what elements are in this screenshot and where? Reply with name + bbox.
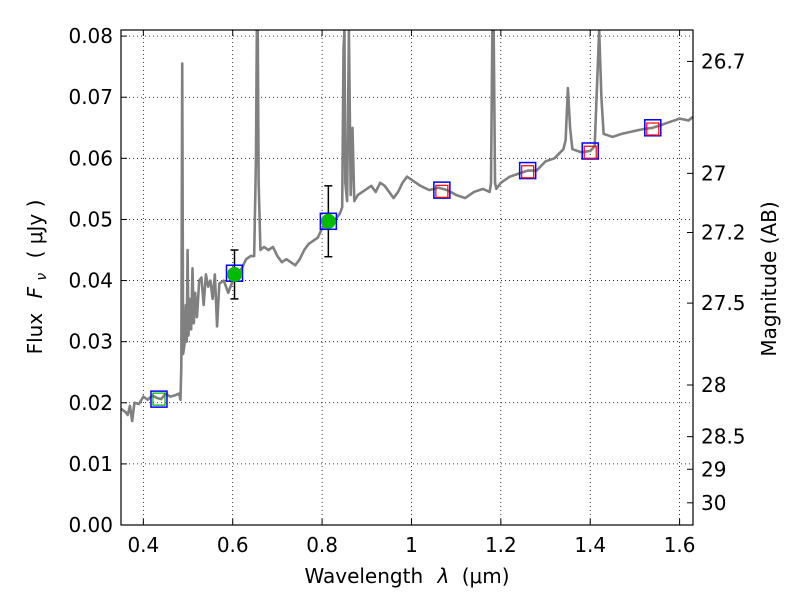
spectrum-line bbox=[121, 30, 693, 423]
y2-tick-label: 27.5 bbox=[701, 291, 746, 315]
model-square-marker bbox=[433, 181, 451, 199]
y2-tick-label: 27.2 bbox=[701, 221, 746, 245]
y-tick-label: 0.07 bbox=[68, 85, 113, 109]
model-square-marker bbox=[581, 142, 599, 160]
y-axis-label-unit: ( μJy ) bbox=[23, 200, 47, 259]
x-axis-label-unit: (μm) bbox=[462, 564, 510, 588]
plot-area bbox=[121, 30, 693, 423]
y2-tick-label: 28 bbox=[701, 373, 726, 397]
y-tick-label: 0.03 bbox=[68, 330, 113, 354]
y-tick-label: 0.02 bbox=[68, 391, 113, 415]
x-tick-label: 1.2 bbox=[485, 533, 517, 557]
synthetic-square-marker bbox=[646, 122, 660, 136]
model-square-marker bbox=[319, 212, 338, 231]
y-axis-label-symbol: F bbox=[23, 286, 47, 298]
model-square-marker bbox=[644, 119, 662, 137]
x-axis-label-text: Wavelength bbox=[304, 564, 423, 588]
y2-tick-label: 27 bbox=[701, 161, 726, 185]
x-axis: 0.4 0.6 0.8 1 1.2 1.4 1.6 bbox=[127, 30, 696, 557]
y2-tick-label: 30 bbox=[701, 491, 726, 515]
x-axis-label-symbol: λ bbox=[437, 564, 450, 588]
x-tick-label: 0.4 bbox=[127, 533, 159, 557]
y-tick-label: 0.00 bbox=[68, 513, 113, 537]
y-axis-label-text: Flux bbox=[23, 313, 47, 355]
observed-point bbox=[227, 266, 243, 282]
y2-tick-label: 29 bbox=[701, 457, 726, 481]
y-tick-label: 0.04 bbox=[68, 269, 113, 293]
synthetic-square-marker bbox=[521, 165, 535, 179]
plot-frame bbox=[120, 29, 694, 526]
x-tick-label: 1 bbox=[405, 533, 418, 557]
synthetic-square-marker bbox=[435, 184, 449, 198]
y-tick-label: 0.08 bbox=[68, 24, 113, 48]
x-tick-label: 0.6 bbox=[217, 533, 249, 557]
model-square-marker bbox=[150, 390, 168, 408]
y-axis-label-subscript: ν bbox=[34, 273, 50, 281]
y2-axis: 26.7 27 27.2 27.5 28 28.5 29 30 bbox=[687, 49, 746, 515]
y-tick-label: 0.06 bbox=[68, 146, 113, 170]
observed-point bbox=[320, 213, 336, 229]
y-axis-label: Flux F ν ( μJy ) bbox=[23, 200, 51, 355]
y2-axis-label: Magnitude (AB) bbox=[757, 201, 781, 356]
synthetic-square-marker bbox=[152, 392, 166, 406]
y-tick-label: 0.05 bbox=[68, 207, 113, 231]
x-tick-label: 1.6 bbox=[664, 533, 696, 557]
y2-tick-label: 26.7 bbox=[701, 49, 746, 73]
x-axis-label: Wavelength λ (μm) bbox=[304, 564, 509, 588]
synthetic-square-marker bbox=[583, 145, 597, 159]
y2-tick-label: 28.5 bbox=[701, 425, 746, 449]
y-tick-label: 0.01 bbox=[68, 452, 113, 476]
model-square-marker bbox=[518, 161, 537, 180]
x-tick-label: 0.8 bbox=[306, 533, 338, 557]
y-axis: 0.00 0.01 0.02 0.03 0.04 0.05 0.06 0.07 0.08 bbox=[68, 24, 127, 537]
x-tick-label: 1.4 bbox=[574, 533, 606, 557]
